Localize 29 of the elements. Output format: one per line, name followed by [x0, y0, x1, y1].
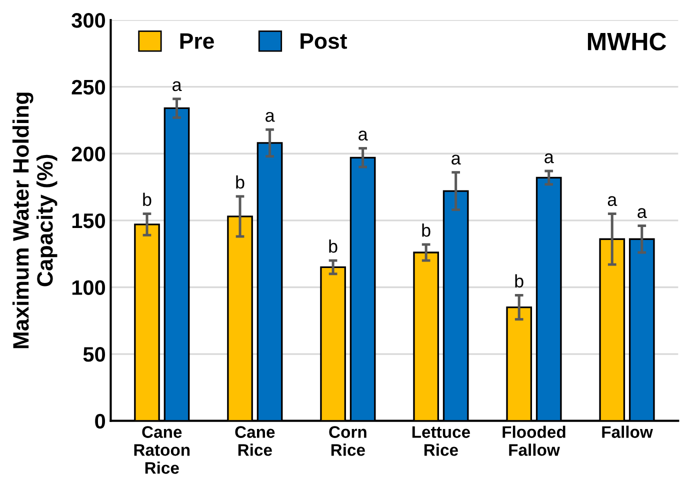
x-tick-label: Cane Ratoon Rice	[134, 426, 190, 474]
annotation: b	[143, 192, 152, 206]
legend-label: Pre	[180, 33, 214, 49]
y-tick-label: 50	[83, 347, 106, 362]
legend-label: Post	[300, 33, 348, 49]
y-tick-label: 200	[72, 146, 106, 162]
annotation: b	[422, 223, 430, 237]
x-tick-label: Fallow	[602, 426, 653, 438]
annotation: b	[236, 175, 244, 189]
annotation: MWHC	[588, 32, 666, 50]
x-tick-label: Flooded Fallow	[502, 426, 566, 456]
annotation: a	[608, 196, 618, 206]
x-tick-label: Corn Rice	[329, 426, 366, 456]
annotation: a	[638, 208, 647, 218]
annotation: b	[329, 240, 338, 253]
y-tick-label: 250	[72, 80, 106, 95]
annotation: b	[515, 274, 524, 288]
y-tick-label: 100	[72, 280, 106, 295]
annotation: a	[452, 154, 461, 165]
y-tick-label: 300	[72, 13, 106, 28]
y-tick-label: 0	[95, 414, 106, 429]
annotation: a	[358, 130, 368, 141]
annotation: a	[544, 153, 554, 164]
annotation: a	[172, 81, 182, 92]
annotation: a	[266, 112, 275, 122]
y-axis-title: Maximum Water Holding Capacity (%)	[12, 92, 58, 348]
y-tick-label: 150	[72, 213, 106, 228]
x-tick-label: Cane Rice	[235, 426, 275, 456]
x-tick-label: Lettuce Rice	[412, 426, 470, 456]
